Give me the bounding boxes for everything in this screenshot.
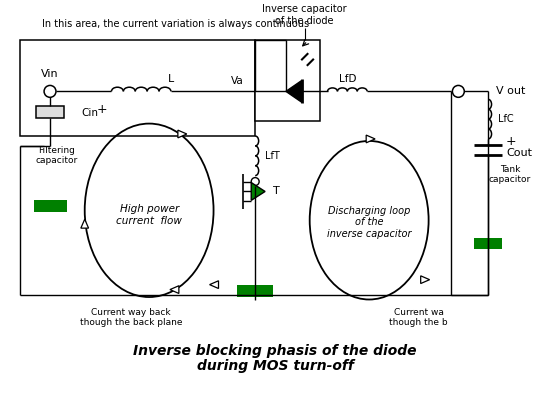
Text: LfC: LfC: [498, 114, 514, 124]
Polygon shape: [421, 276, 430, 284]
Text: Inverse capacitor
of the diode: Inverse capacitor of the diode: [262, 4, 347, 26]
Bar: [20, 40, 255, 136]
Bar: [255, 40, 320, 121]
Text: Va: Va: [230, 76, 243, 86]
Text: during MOS turn-off: during MOS turn-off: [196, 359, 354, 373]
Polygon shape: [178, 130, 187, 138]
Text: +: +: [96, 103, 107, 116]
Text: LfD: LfD: [339, 74, 356, 84]
Text: Filtering
capacitor: Filtering capacitor: [36, 146, 78, 166]
Bar: [238, 285, 273, 296]
Polygon shape: [81, 219, 89, 228]
Text: In this area, the current variation is always continuous: In this area, the current variation is a…: [42, 19, 310, 29]
Text: Current way back
though the back plane: Current way back though the back plane: [80, 308, 183, 327]
Bar: [34, 200, 67, 212]
Text: V out: V out: [496, 86, 525, 96]
Circle shape: [453, 86, 464, 97]
Bar: [36, 106, 64, 118]
Circle shape: [44, 86, 56, 97]
Text: LfT: LfT: [265, 151, 280, 161]
Text: +: +: [506, 136, 516, 148]
Text: Vin: Vin: [41, 68, 59, 78]
Text: T: T: [273, 186, 280, 196]
Polygon shape: [210, 281, 218, 288]
Text: Current wa
though the b: Current wa though the b: [389, 308, 448, 327]
Text: Cin: Cin: [82, 108, 99, 118]
Polygon shape: [251, 182, 265, 200]
Polygon shape: [366, 135, 375, 143]
Circle shape: [251, 178, 259, 186]
Bar: [474, 238, 502, 249]
Text: Inverse blocking phasis of the diode: Inverse blocking phasis of the diode: [133, 344, 417, 358]
Text: Tank
capacitor: Tank capacitor: [489, 165, 531, 184]
Text: High power
current  flow: High power current flow: [116, 204, 182, 226]
Text: Cout: Cout: [506, 148, 532, 158]
Polygon shape: [286, 80, 302, 102]
Text: Discharging loop
of the
inverse capacitor: Discharging loop of the inverse capacito…: [327, 206, 411, 239]
Polygon shape: [170, 286, 179, 294]
Text: L: L: [168, 74, 174, 84]
